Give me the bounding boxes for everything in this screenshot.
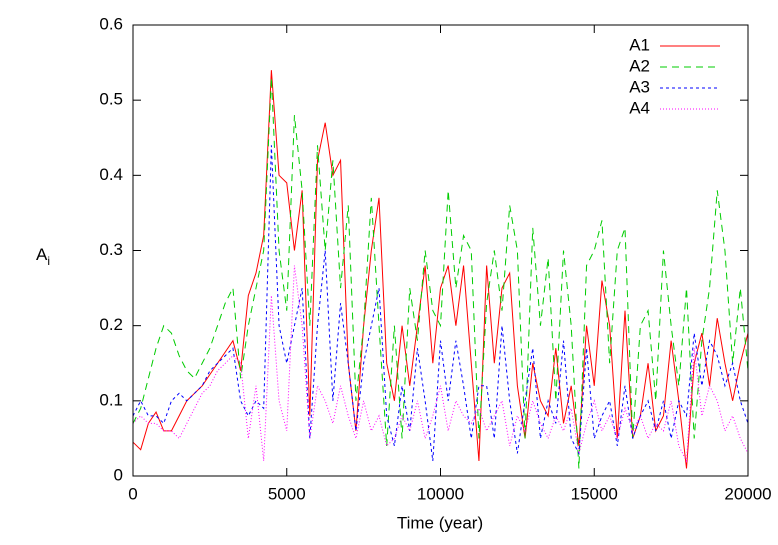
y-axis-title: Ai [36, 245, 50, 268]
x-axis-title: Time (year) [397, 513, 483, 532]
y-tick-label: 0 [114, 465, 123, 484]
x-tick-label: 15000 [571, 484, 618, 503]
legend-label: A4 [629, 98, 650, 117]
data-line [132, 145, 749, 462]
y-axis-title-subscript: i [47, 254, 50, 268]
data-line [132, 70, 749, 469]
x-tick-label: 0 [128, 484, 137, 503]
x-tick-label: 10000 [417, 484, 464, 503]
y-tick-label: 0.2 [99, 315, 123, 334]
legend-label: A3 [629, 77, 650, 96]
legend-label: A1 [629, 35, 650, 54]
x-tick-label: 20000 [724, 484, 771, 503]
x-tick-label: 5000 [268, 484, 306, 503]
plot-frame [132, 24, 749, 477]
y-axis-title-main: A [36, 245, 48, 264]
y-tick-label: 0.6 [99, 14, 123, 33]
y-tick-label: 0.5 [99, 90, 123, 109]
data-line [132, 265, 749, 463]
legend-label: A2 [629, 56, 650, 75]
y-tick-label: 0.1 [99, 390, 123, 409]
y-tick-label: 0.3 [99, 240, 123, 259]
y-tick-label: 0.4 [99, 165, 123, 184]
data-line [132, 77, 749, 469]
